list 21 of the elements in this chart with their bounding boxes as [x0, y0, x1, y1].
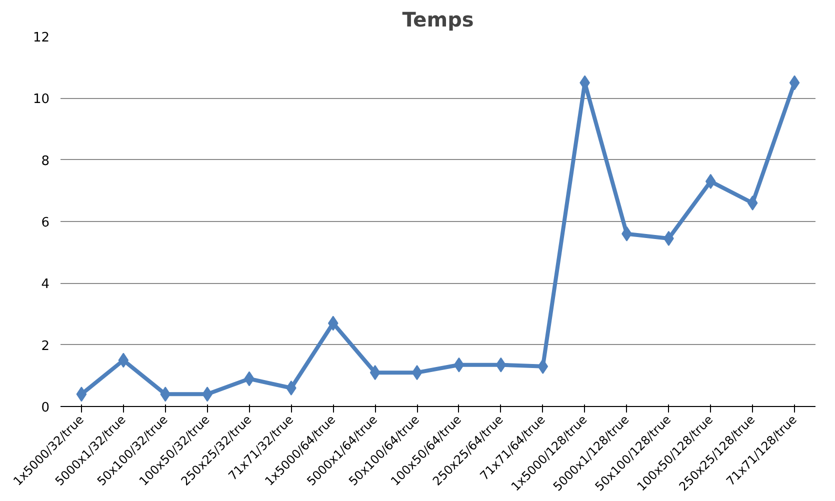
point: [747, 196, 758, 210]
point: [789, 75, 800, 90]
y-tick-label: 6: [41, 216, 50, 230]
point: [454, 357, 464, 372]
point: [705, 174, 716, 189]
y-tick-label: 0: [41, 400, 50, 416]
y-tick-label: 12: [32, 30, 50, 46]
point: [328, 316, 338, 331]
y-tick-label: 8: [41, 154, 50, 169]
y-tick-label: 10: [32, 92, 50, 108]
y-tick-label: 4: [41, 277, 50, 292]
point: [412, 365, 422, 380]
point: [496, 357, 506, 372]
chart-title: Temps: [402, 8, 474, 32]
point: [118, 352, 129, 368]
point: [160, 386, 171, 402]
y-tick-label: 2: [41, 338, 50, 354]
point: [370, 365, 380, 380]
point: [538, 358, 548, 374]
point: [286, 380, 296, 396]
point: [76, 386, 87, 402]
